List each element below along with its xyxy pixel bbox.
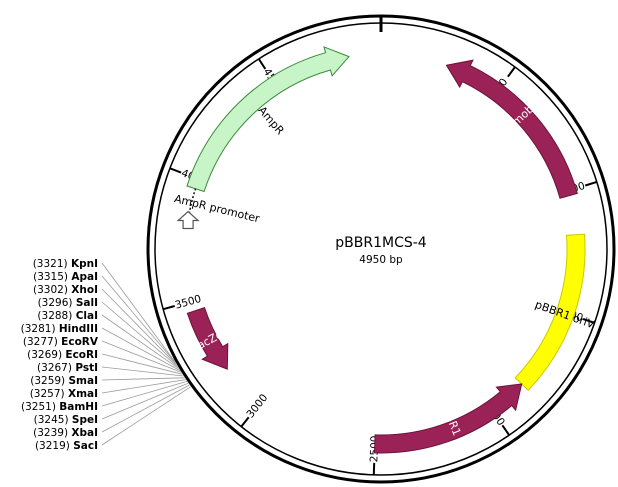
site-name: SpeI xyxy=(72,414,98,426)
tick-mark xyxy=(240,416,250,428)
site-leader-line xyxy=(101,384,190,433)
site-position: (3267) xyxy=(37,362,75,374)
site-name: BamHI xyxy=(59,401,98,413)
site-position: (3315) xyxy=(33,271,71,283)
restriction-site-clai[interactable]: (3288) ClaI xyxy=(37,310,98,322)
site-name: EcoRV xyxy=(61,336,99,348)
site-position: (3321) xyxy=(33,258,71,270)
site-position: (3219) xyxy=(35,440,73,452)
restriction-site-ecorv[interactable]: (3277) EcoRV xyxy=(23,336,99,348)
site-leader-line xyxy=(101,301,178,368)
site-position: (3245) xyxy=(34,414,72,426)
tick-label: 3000 xyxy=(244,392,270,420)
site-name: SalI xyxy=(76,297,98,309)
site-leader-line xyxy=(101,288,177,366)
restriction-site-sali[interactable]: (3296) SalI xyxy=(38,297,98,309)
plasmid-length: 4950 bp xyxy=(359,254,403,266)
site-name: EcoRI xyxy=(65,349,98,361)
site-leader-line xyxy=(101,379,186,394)
site-leader-line xyxy=(101,314,179,369)
tick-mark xyxy=(501,424,511,436)
site-position: (3296) xyxy=(38,297,76,309)
feature-pbbr1-rep[interactable] xyxy=(373,383,523,454)
feature-label-ampr: AmpR xyxy=(255,104,287,138)
site-position: (3259) xyxy=(30,375,68,387)
restriction-site-apai[interactable]: (3315) ApaI xyxy=(33,271,98,283)
site-name: KpnI xyxy=(71,258,98,270)
restriction-site-saci[interactable]: (3219) SacI xyxy=(35,440,98,452)
tick-mark xyxy=(257,58,267,70)
tick-mark xyxy=(162,305,175,311)
site-position: (3257) xyxy=(30,388,68,400)
site-leader-line xyxy=(101,340,182,373)
restriction-sites: (3321) KpnI(3315) ApaI(3302) XhoI(3296) … xyxy=(21,258,191,452)
restriction-site-kpni[interactable]: (3321) KpnI xyxy=(33,258,98,270)
site-position: (3302) xyxy=(33,284,71,296)
tick-mark xyxy=(169,167,182,174)
site-position: (3281) xyxy=(21,323,59,335)
restriction-site-spei[interactable]: (3245) SpeI xyxy=(34,414,98,426)
site-leader-line xyxy=(101,382,189,420)
tick-mark xyxy=(585,180,598,187)
tick-mark xyxy=(582,318,595,324)
site-name: ClaI xyxy=(76,310,98,322)
site-name: PstI xyxy=(75,362,98,374)
site-position: (3288) xyxy=(37,310,75,322)
restriction-site-xmai[interactable]: (3257) XmaI xyxy=(30,388,98,400)
restriction-site-hindiii[interactable]: (3281) HindIII xyxy=(21,323,98,335)
site-leader-line xyxy=(101,366,184,377)
plasmid-name: pBBR1MCS-4 xyxy=(335,235,427,251)
site-name: SmaI xyxy=(69,375,99,387)
site-leader-line xyxy=(101,377,185,381)
center-labels: pBBR1MCS-4 4950 bp xyxy=(335,235,427,266)
site-leader-line xyxy=(101,386,191,446)
site-leader-line xyxy=(101,262,175,362)
site-position: (3251) xyxy=(21,401,59,413)
restriction-site-bamhi[interactable]: (3251) BamHI xyxy=(21,401,98,413)
site-leader-line xyxy=(101,327,180,371)
site-name: ApaI xyxy=(71,271,98,283)
site-name: XhoI xyxy=(71,284,98,296)
site-name: XbaI xyxy=(71,427,98,439)
restriction-site-smai[interactable]: (3259) SmaI xyxy=(30,375,98,387)
site-position: (3239) xyxy=(33,427,71,439)
feature-ampr-promoter[interactable] xyxy=(176,210,200,230)
feature-lacza[interactable] xyxy=(186,306,229,370)
feature-ampr[interactable] xyxy=(186,46,350,193)
site-name: HindIII xyxy=(59,323,98,335)
site-position: (3277) xyxy=(23,336,61,348)
restriction-site-psti[interactable]: (3267) PstI xyxy=(37,362,98,374)
restriction-site-xbai[interactable]: (3239) XbaI xyxy=(33,427,98,439)
site-name: XmaI xyxy=(68,388,98,400)
restriction-site-xhoi[interactable]: (3302) XhoI xyxy=(33,284,98,296)
restriction-site-ecori[interactable]: (3269) EcoRI xyxy=(27,349,98,361)
site-leader-line xyxy=(101,275,176,364)
site-name: SacI xyxy=(73,440,98,452)
site-leader-line xyxy=(101,353,183,375)
tick-mark xyxy=(507,66,516,78)
site-position: (3269) xyxy=(27,349,65,361)
site-leader-line xyxy=(101,381,188,407)
feature-mob[interactable] xyxy=(445,59,578,199)
tick-label: 3500 xyxy=(174,293,203,312)
